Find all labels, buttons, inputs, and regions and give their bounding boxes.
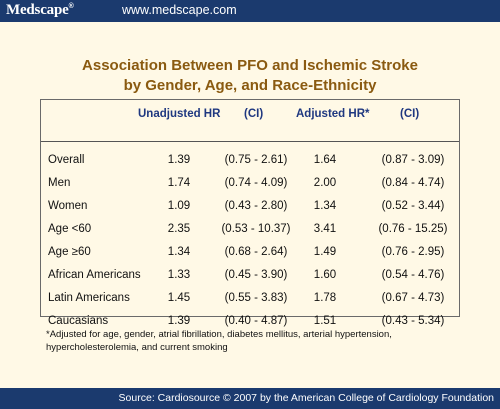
adjusted-ci-value: (0.67 - 4.73) — [381, 292, 445, 304]
adjusted-hr-value: 3.41 — [313, 223, 337, 235]
adjusted-hr-value: 2.00 — [313, 177, 337, 189]
data-table: Unadjusted HR (CI) Adjusted HR* (CI) Ove… — [40, 99, 460, 327]
unadjusted-ci-value: (0.45 - 3.90) — [224, 269, 288, 281]
unadjusted-hr-value: 1.34 — [167, 246, 191, 258]
adjusted-hr-value: 1.49 — [313, 246, 337, 258]
adjusted-hr-value: 1.60 — [313, 269, 337, 281]
top-banner: Medscape® www.medscape.com — [0, 0, 500, 22]
title-line-1: Association Between PFO and Ischemic Str… — [82, 57, 418, 74]
table-row: Women 1.09 (0.43 - 2.80) 1.34 (0.52 - 3.… — [41, 197, 459, 220]
adjusted-hr-value: 1.51 — [313, 315, 337, 327]
unadjusted-hr-value: 2.35 — [167, 223, 191, 235]
row-label: Men — [48, 177, 71, 189]
adjusted-ci-value: (0.76 - 15.25) — [378, 223, 448, 235]
table-body: Overall 1.39 (0.75 - 2.61) 1.64 (0.87 - … — [41, 151, 459, 335]
unadjusted-hr-value: 1.39 — [167, 315, 191, 327]
adjusted-hr-value: 1.78 — [313, 292, 337, 304]
unadjusted-hr-value: 1.74 — [167, 177, 191, 189]
title-line-2: by Gender, Age, and Race-Ethnicity — [123, 77, 377, 94]
footnote-line-1: *Adjusted for age, gender, atrial fibril… — [46, 329, 392, 340]
row-label: Latin Americans — [48, 292, 130, 304]
adjusted-ci-value: (0.84 - 4.74) — [381, 177, 445, 189]
table-row: Caucasians 1.39 (0.40 - 4.87) 1.51 (0.43… — [41, 312, 459, 335]
header-adjusted-hr: Adjusted HR* — [296, 108, 370, 120]
header-unadjusted-hr: Unadjusted HR — [138, 108, 221, 120]
adjusted-hr-value: 1.34 — [313, 200, 337, 212]
footnote-line-2: hypercholesterolemia, and current smokin… — [46, 342, 228, 353]
unadjusted-ci-value: (0.40 - 4.87) — [224, 315, 288, 327]
site-url[interactable]: www.medscape.com — [122, 3, 237, 17]
source-credit: Source: Cardiosource © 2007 by the Ameri… — [118, 392, 494, 404]
unadjusted-ci-value: (0.53 - 10.37) — [221, 223, 291, 235]
unadjusted-hr-value: 1.39 — [167, 154, 191, 166]
adjusted-ci-value: (0.54 - 4.76) — [381, 269, 445, 281]
table-row: Overall 1.39 (0.75 - 2.61) 1.64 (0.87 - … — [41, 151, 459, 174]
unadjusted-hr-value: 1.45 — [167, 292, 191, 304]
unadjusted-ci-value: (0.55 - 3.83) — [224, 292, 288, 304]
table-row: African Americans 1.33 (0.45 - 3.90) 1.6… — [41, 266, 459, 289]
row-label: Women — [48, 200, 88, 212]
unadjusted-ci-value: (0.75 - 2.61) — [224, 154, 288, 166]
row-label: Caucasians — [48, 315, 109, 327]
table-row: Age <60 2.35 (0.53 - 10.37) 3.41 (0.76 -… — [41, 220, 459, 243]
header-unadjusted-ci: (CI) — [244, 108, 264, 120]
adjusted-ci-value: (0.87 - 3.09) — [381, 154, 445, 166]
adjusted-hr-value: 1.64 — [313, 154, 337, 166]
unadjusted-ci-value: (0.74 - 4.09) — [224, 177, 288, 189]
unadjusted-hr-value: 1.09 — [167, 200, 191, 212]
header-adjusted-ci: (CI) — [400, 108, 420, 120]
slide-title: Association Between PFO and Ischemic Str… — [0, 56, 500, 96]
footnote: *Adjusted for age, gender, atrial fibril… — [46, 328, 466, 354]
table-row: Latin Americans 1.45 (0.55 - 3.83) 1.78 … — [41, 289, 459, 312]
unadjusted-ci-value: (0.43 - 2.80) — [224, 200, 288, 212]
row-label: Age ≥60 — [48, 246, 91, 258]
adjusted-ci-value: (0.43 - 5.34) — [381, 315, 445, 327]
registered-mark: ® — [68, 3, 74, 10]
row-label: African Americans — [48, 269, 141, 281]
source-banner: Source: Cardiosource © 2007 by the Ameri… — [0, 388, 500, 409]
table-header-row: Unadjusted HR (CI) Adjusted HR* (CI) — [41, 100, 459, 130]
row-label: Age <60 — [48, 223, 92, 235]
logo-text: Medscape — [6, 2, 69, 18]
medscape-logo[interactable]: Medscape® — [6, 2, 74, 19]
table-row: Men 1.74 (0.74 - 4.09) 2.00 (0.84 - 4.74… — [41, 174, 459, 197]
unadjusted-hr-value: 1.33 — [167, 269, 191, 281]
header-divider — [41, 141, 459, 142]
row-label: Overall — [48, 154, 85, 166]
unadjusted-ci-value: (0.68 - 2.64) — [224, 246, 288, 258]
table-row: Age ≥60 1.34 (0.68 - 2.64) 1.49 (0.76 - … — [41, 243, 459, 266]
adjusted-ci-value: (0.52 - 3.44) — [381, 200, 445, 212]
adjusted-ci-value: (0.76 - 2.95) — [381, 246, 445, 258]
